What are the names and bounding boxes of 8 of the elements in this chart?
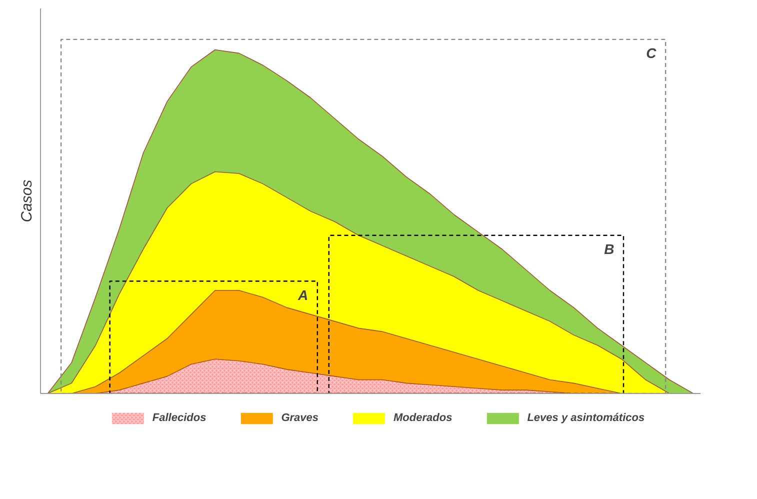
y-axis-title: Casos: [18, 179, 36, 222]
legend-label: Leves y asintomáticos: [527, 412, 645, 424]
annotation: B: [604, 241, 614, 258]
legend-label: Fallecidos: [152, 412, 206, 424]
legend-label: Moderados: [394, 412, 452, 424]
annotation: C: [646, 45, 658, 62]
annotation: A: [297, 286, 308, 303]
legend-label: Graves: [281, 412, 319, 424]
